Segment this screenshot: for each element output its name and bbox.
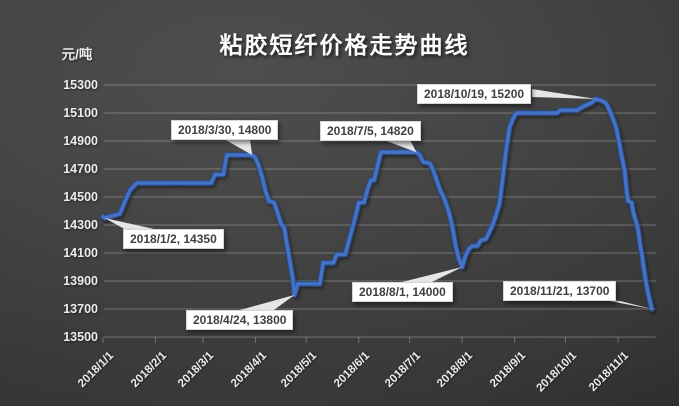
data-label-callout: 2018/1/2, 14350 (123, 229, 224, 249)
callout-leader (384, 140, 417, 153)
y-tick-label: 14900 (63, 134, 98, 148)
y-tick-label: 15100 (63, 106, 98, 120)
y-tick-label: 14500 (63, 190, 98, 204)
y-axis-unit-label: 元/吨 (61, 47, 93, 62)
callout-leader (398, 267, 463, 283)
data-label-callout: 2018/11/21, 13700 (503, 281, 617, 301)
y-tick-label: 13700 (63, 302, 98, 316)
price-line-series (100, 96, 655, 312)
callout-leader (588, 297, 652, 309)
data-label-callout: 2018/8/1, 14000 (352, 282, 453, 302)
callout-leader (240, 295, 295, 310)
callout-leader (532, 89, 596, 99)
y-tick-label: 14700 (63, 162, 98, 176)
callout-leader (224, 139, 253, 155)
y-tick-label: 14100 (63, 246, 98, 260)
y-tick-label: 14300 (63, 218, 98, 232)
data-label-callout: 2018/7/5, 14820 (320, 121, 421, 141)
chart-title: 粘胶短纤价格走势曲线 (219, 32, 470, 58)
data-label-callout: 2018/3/30, 14800 (171, 120, 279, 140)
y-tick-label: 13900 (63, 274, 98, 288)
y-tick-label: 13500 (63, 330, 98, 344)
data-label-callout: 2018/10/19, 15200 (417, 84, 532, 104)
callout-leader (104, 218, 172, 233)
y-tick-label: 15300 (63, 78, 98, 92)
data-label-callout: 2018/4/24, 13800 (186, 310, 294, 330)
